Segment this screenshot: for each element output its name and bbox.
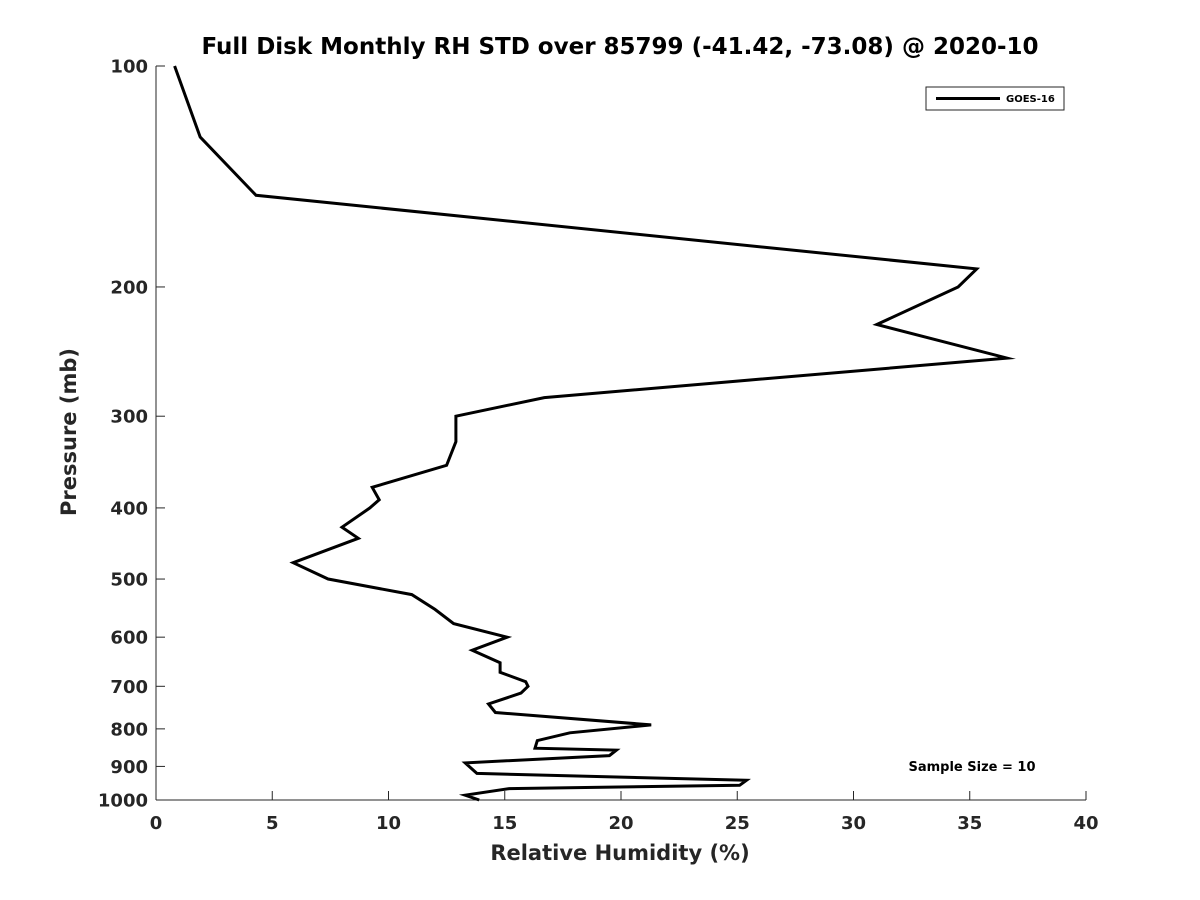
y-tick-label: 300 [110, 407, 148, 428]
plot-area: 0 5 10 15 20 25 30 35 40 100 200 300 400 500 600 700 800… [98, 57, 1099, 835]
y-tick-label: 100 [110, 57, 148, 78]
y-tick-label: 500 [110, 570, 148, 591]
x-tick-label: 40 [1073, 813, 1098, 834]
x-axis-label: Relative Humidity (%) [490, 841, 749, 865]
legend-label-goes-16: GOES-16 [1006, 94, 1055, 105]
x-tick-label: 15 [492, 813, 517, 834]
x-tick-label: 20 [608, 813, 633, 834]
x-tick-label: 10 [376, 813, 401, 834]
legend: GOES-16 [925, 86, 1065, 111]
sample-size-annotation: Sample Size = 10 [908, 760, 1035, 775]
y-tick-label: 900 [110, 757, 148, 778]
x-tick-label: 35 [957, 813, 982, 834]
y-axis-label: Pressure (mb) [57, 348, 81, 516]
y-tick-label: 200 [110, 277, 148, 298]
chart-title: Full Disk Monthly RH STD over 85799 (-41… [201, 34, 1038, 60]
x-tick-label: 5 [266, 813, 279, 834]
x-tick-label: 25 [725, 813, 750, 834]
x-tick-label: 30 [841, 813, 866, 834]
y-tick-label: 1000 [98, 791, 148, 812]
y-tick-label: 400 [110, 498, 148, 519]
y-tick-label: 800 [110, 719, 148, 740]
series-line-goes-16 [173, 65, 1016, 802]
y-tick-label: 700 [110, 677, 148, 698]
x-tick-label: 0 [150, 813, 163, 834]
y-tick-label: 600 [110, 628, 148, 649]
